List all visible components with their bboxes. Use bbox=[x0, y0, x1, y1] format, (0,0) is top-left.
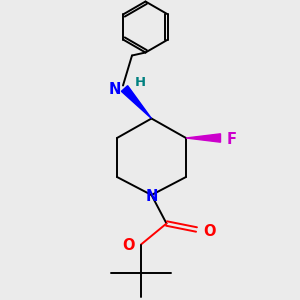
Polygon shape bbox=[122, 86, 152, 118]
Text: N: N bbox=[145, 189, 158, 204]
Text: O: O bbox=[122, 238, 134, 253]
Text: F: F bbox=[227, 132, 237, 147]
Text: H: H bbox=[135, 76, 146, 89]
Text: N: N bbox=[109, 82, 121, 98]
Text: O: O bbox=[203, 224, 216, 238]
Polygon shape bbox=[186, 134, 220, 142]
